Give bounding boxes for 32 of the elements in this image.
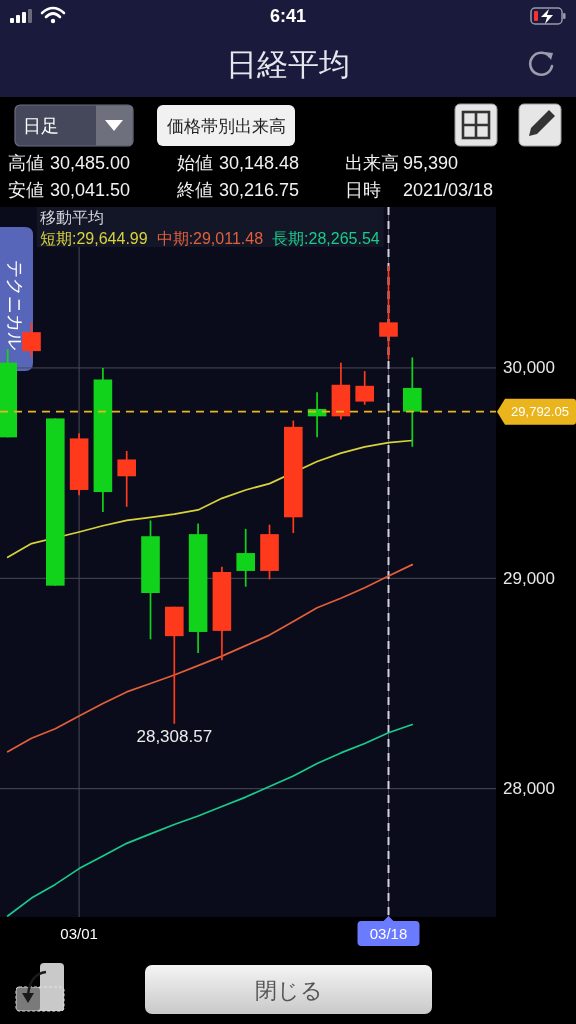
y-tick-label: 30,000	[503, 358, 555, 378]
y-tick-label: 28,000	[503, 779, 555, 799]
line-series	[6, 723, 414, 917]
text: 終値	[176, 180, 213, 200]
text: 30,148.48	[219, 153, 300, 173]
text: 2021/03/18	[403, 180, 494, 200]
text: 30,041.50	[50, 180, 131, 200]
control-dropdown: 日足	[14, 104, 134, 147]
annotation: 28,308.57	[136, 727, 213, 747]
text: 30,485.00	[50, 153, 131, 173]
tab-technical: テクニカル	[0, 227, 33, 371]
ref-line-label: 29,792.05	[511, 404, 569, 420]
text: 日時	[345, 180, 381, 200]
button-close: 閉じる	[145, 965, 432, 1014]
y-tick-label: 29,000	[503, 568, 555, 588]
text: 高値	[8, 153, 44, 173]
text: 始値	[177, 153, 213, 173]
line-series	[6, 563, 414, 753]
text: 95,390	[403, 153, 459, 173]
x-tick-label: 03/18	[369, 925, 408, 942]
x-tick-label: 03/01	[60, 925, 98, 942]
chart-title: 日経平均	[226, 46, 350, 82]
text: 30,216.75	[219, 180, 300, 200]
annotation: テクニカル	[5, 260, 25, 350]
text: 出来高	[345, 153, 399, 173]
legend-title: 移動平均	[40, 208, 104, 226]
crosshair-tag: 03/18	[357, 916, 420, 946]
button-volume-by-price: 価格帯別出来高	[157, 105, 295, 146]
legend: 移動平均 短期:29,644.99 中期:29,011.48 長期:28,265.54	[37, 207, 384, 247]
line-series	[6, 439, 414, 559]
text: 6:41	[269, 6, 307, 26]
text: 安値	[8, 180, 44, 200]
